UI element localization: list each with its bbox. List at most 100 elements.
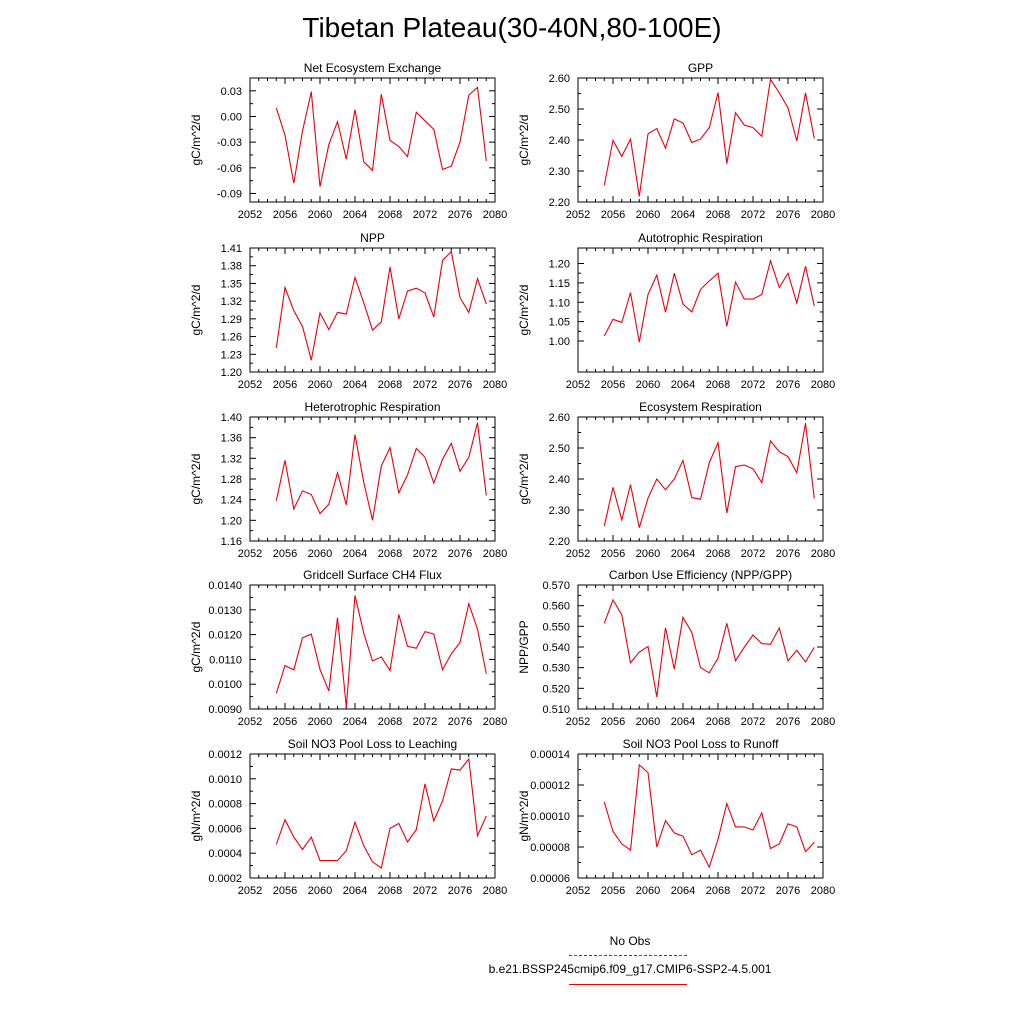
x-tick-label: 2072 — [741, 885, 765, 897]
plot-frame — [577, 753, 824, 879]
x-tick-label: 2064 — [671, 548, 695, 560]
x-tick-label: 2072 — [741, 379, 765, 391]
x-tick-label: 2052 — [238, 548, 262, 560]
x-tick-label: 2072 — [741, 716, 765, 728]
x-tick-label: 2076 — [448, 885, 472, 897]
y-tick-label: 0.00006 — [530, 873, 570, 885]
x-tick-label: 2052 — [566, 209, 590, 221]
y-tick-label: 0.03 — [221, 86, 242, 98]
y-axis-label: gC/m^2/d — [189, 285, 203, 336]
x-tick-label: 2080 — [811, 209, 835, 221]
x-tick-label: 2068 — [378, 209, 402, 221]
y-tick-label: 0.560 — [542, 601, 570, 613]
y-axis-label: gC/m^2/d — [189, 454, 203, 505]
y-tick-label: -0.09 — [217, 188, 242, 200]
x-tick-label: 2080 — [811, 885, 835, 897]
x-tick-label: 2072 — [741, 209, 765, 221]
x-tick-label: 2052 — [566, 548, 590, 560]
x-tick-label: 2052 — [566, 716, 590, 728]
y-axis-label: gC/m^2/d — [189, 622, 203, 673]
x-tick-label: 2076 — [776, 885, 800, 897]
x-tick-label: 2060 — [308, 716, 332, 728]
x-tick-label: 2080 — [483, 379, 507, 391]
y-tick-label: 1.32 — [221, 296, 242, 308]
y-tick-label: 1.00 — [549, 336, 570, 348]
y-tick-label: 0.570 — [542, 580, 570, 592]
y-tick-label: 1.20 — [221, 367, 242, 379]
x-tick-label: 2068 — [378, 379, 402, 391]
x-tick-label: 2056 — [601, 716, 625, 728]
x-tick-label: 2052 — [238, 379, 262, 391]
x-tick-label: 2080 — [811, 548, 835, 560]
legend-case-label: b.e21.BSSP245cmip6.f09_g17.CMIP6-SSP2-4.… — [488, 962, 772, 976]
x-tick-label: 2080 — [483, 209, 507, 221]
y-axis-label: gN/m^2/d — [517, 791, 531, 842]
x-tick-label: 2076 — [776, 379, 800, 391]
x-tick-label: 2076 — [448, 209, 472, 221]
series-line — [275, 757, 487, 870]
x-tick-label: 2076 — [776, 548, 800, 560]
y-tick-label: 0.0010 — [208, 774, 242, 786]
y-tick-label: 0.530 — [542, 663, 570, 675]
y-tick-label: 0.00012 — [530, 780, 570, 792]
x-tick-label: 2072 — [741, 548, 765, 560]
chart-panel: GPP gC/m^2/d 2052 2056 2060 2064 2068 2072 2076 2… — [517, 61, 835, 221]
x-tick-label: 2080 — [811, 716, 835, 728]
x-tick-label: 2080 — [483, 885, 507, 897]
panel-title: Autotrophic Respiration — [638, 231, 763, 245]
chart-panel: Ecosystem Respiration gC/m^2/d 2052 2056 206… — [517, 400, 835, 560]
y-tick-label: 0.0100 — [208, 679, 242, 691]
plot-frame — [249, 416, 496, 542]
y-tick-label: 2.30 — [549, 166, 570, 178]
x-tick-label: 2060 — [636, 548, 660, 560]
y-tick-label: 0.0006 — [208, 823, 242, 835]
panel-title: Net Ecosystem Exchange — [304, 61, 442, 75]
series-line — [603, 423, 815, 528]
x-tick-label: 2064 — [671, 209, 695, 221]
panel-title: Heterotrophic Respiration — [304, 400, 440, 414]
x-tick-label: 2080 — [483, 716, 507, 728]
panel-title: Ecosystem Respiration — [639, 400, 762, 414]
x-tick-label: 2056 — [601, 209, 625, 221]
y-axis-label: NPP/GPP — [517, 620, 531, 673]
y-tick-label: 0.0130 — [208, 605, 242, 617]
y-tick-label: 0.520 — [542, 683, 570, 695]
y-tick-label: 2.40 — [549, 135, 570, 147]
y-tick-label: 2.30 — [549, 505, 570, 517]
x-tick-label: 2064 — [343, 379, 367, 391]
plot-frame — [577, 416, 824, 542]
y-axis-label: gC/m^2/d — [517, 285, 531, 336]
y-tick-label: 1.05 — [549, 317, 570, 329]
x-tick-label: 2068 — [378, 885, 402, 897]
x-tick-label: 2056 — [273, 885, 297, 897]
y-tick-label: 1.29 — [221, 314, 242, 326]
y-tick-label: 1.26 — [221, 332, 242, 344]
x-tick-label: 2060 — [308, 209, 332, 221]
x-tick-label: 2052 — [566, 885, 590, 897]
plot-frame — [249, 584, 496, 710]
x-tick-label: 2068 — [378, 716, 402, 728]
y-tick-label: 0.0012 — [208, 749, 242, 761]
y-tick-label: -0.06 — [217, 163, 242, 175]
y-axis-label: gN/m^2/d — [189, 791, 203, 842]
series-line — [603, 763, 815, 869]
y-tick-label: 0.0002 — [208, 873, 242, 885]
y-tick-label: 1.20 — [549, 259, 570, 271]
y-axis-label: gC/m^2/d — [189, 115, 203, 166]
y-tick-label: 1.10 — [549, 297, 570, 309]
figure-title: Tibetan Plateau(30-40N,80-100E) — [302, 12, 722, 43]
y-tick-label: 1.16 — [221, 536, 242, 548]
x-tick-label: 2072 — [413, 885, 437, 897]
panel-title: NPP — [360, 231, 385, 245]
x-tick-label: 2072 — [413, 548, 437, 560]
chart-panel: Gridcell Surface CH4 Flux gC/m^2/d 2052 205… — [189, 568, 507, 728]
x-tick-label: 2056 — [601, 885, 625, 897]
panel-title: Soil NO3 Pool Loss to Leaching — [288, 737, 457, 751]
x-tick-label: 2064 — [343, 716, 367, 728]
x-tick-label: 2060 — [308, 885, 332, 897]
x-tick-label: 2060 — [636, 885, 660, 897]
y-tick-label: 0.0110 — [209, 654, 242, 666]
x-tick-label: 2068 — [706, 209, 730, 221]
x-tick-label: 2064 — [671, 379, 695, 391]
